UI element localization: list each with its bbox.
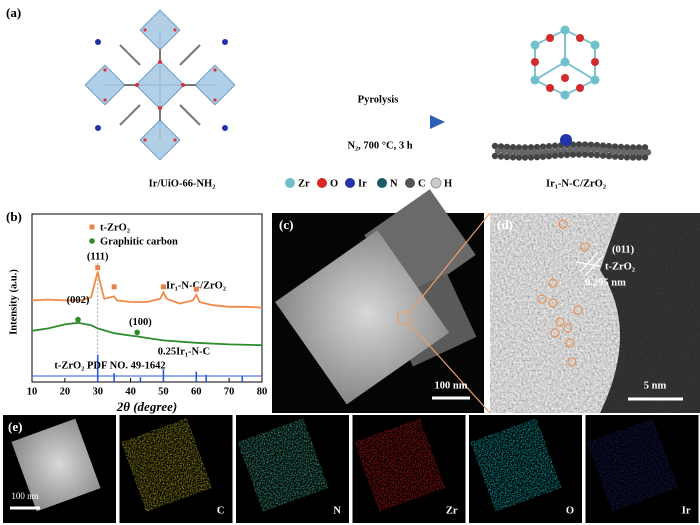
peak-marker: [111, 284, 117, 290]
element-map: [120, 418, 213, 512]
element-map: [586, 418, 679, 512]
element-label: O: [566, 505, 574, 516]
peak-annotation: (111): [87, 252, 109, 263]
x-tick-label: 80: [257, 386, 268, 397]
x-tick-label: 30: [92, 386, 103, 397]
phase-label: t-ZrO₂: [605, 261, 635, 272]
zro2-cluster: [530, 25, 600, 100]
element-map: [470, 418, 562, 512]
series-label: t-ZrO₂ PDF NO. 49-1642: [54, 360, 165, 371]
atom-name: H: [444, 178, 452, 189]
peak-marker: [95, 265, 101, 271]
x-tick-label: 60: [191, 386, 202, 397]
d-spacing: 0.295 nm: [585, 277, 626, 288]
x-tick-label: 10: [27, 386, 38, 397]
lattice-plane: (011): [612, 244, 635, 255]
panel-label: (d): [497, 217, 513, 232]
mof-structure: [84, 9, 236, 161]
atom-name: N: [390, 178, 398, 189]
element-map: [237, 418, 329, 512]
x-axis-label: 2θ (degree): [116, 399, 178, 414]
peak-marker: [193, 286, 199, 292]
peak-marker: [75, 316, 81, 323]
xrd-chart: (b) 10 20 30 40 50 60 70 80 2θ (degree) Intensity …: [6, 209, 267, 414]
element-label: Zr: [446, 505, 458, 516]
product-label: Ir₁-N-C/ZrO₂: [546, 178, 606, 189]
peak-annotation: (100): [129, 317, 152, 328]
x-tick-label: 20: [60, 386, 71, 397]
precursor-label: Ir/UiO-66-NH₂: [149, 178, 216, 189]
legend-label: t-ZrO₂: [100, 222, 130, 233]
element-label: N: [333, 505, 341, 516]
peak-marker: [160, 284, 166, 290]
xrd-curve: [31, 321, 263, 347]
panel-label: (a): [6, 5, 21, 20]
atom-name: C: [418, 178, 426, 189]
scale-bar-label: 100 nm: [11, 491, 38, 501]
arrow-head: [430, 115, 445, 129]
atom-name: Zr: [298, 178, 310, 189]
panel-label: (b): [6, 209, 22, 224]
plot-frame: [31, 213, 263, 383]
x-tick-label: 70: [224, 386, 235, 397]
atom-legend: Zr O Ir N C H: [285, 177, 452, 189]
panel-label: (e): [8, 419, 22, 434]
peak-marker: [134, 329, 140, 336]
series-label: Ir₁-N-C/ZrO₂: [166, 280, 226, 291]
legend-label: Graphitic carbon: [100, 236, 178, 247]
process-step: Pyrolysis: [358, 94, 399, 105]
panel-label: (c): [279, 217, 293, 232]
legend-marker: [89, 224, 95, 230]
peak-annotation: (002): [67, 295, 90, 306]
carbon-sheet: [491, 134, 652, 161]
y-axis-label: Intensity (a.u.): [8, 269, 19, 335]
element-label: C: [217, 505, 225, 516]
scale-bar-label: 100 nm: [435, 380, 468, 391]
scale-bar-label: 5 nm: [644, 380, 667, 391]
stem-image: [272, 189, 491, 414]
haadf-tile: [3, 415, 116, 523]
legend-marker: [89, 238, 95, 244]
element-map: [353, 418, 446, 512]
series-label: 0.25Ir₁-N-C: [158, 346, 210, 357]
x-tick-label: 40: [125, 386, 136, 397]
x-tick-label: 50: [158, 386, 169, 397]
hrtem-image: [490, 213, 700, 413]
eds-maps: C N Zr O Ir: [119, 415, 699, 523]
element-label: Ir: [682, 505, 691, 516]
atom-name: O: [330, 178, 338, 189]
atom-name: Ir: [358, 178, 367, 189]
process-conditions: N₂, 700 °C, 3 h: [347, 140, 412, 151]
xrd-curve: [31, 271, 263, 309]
